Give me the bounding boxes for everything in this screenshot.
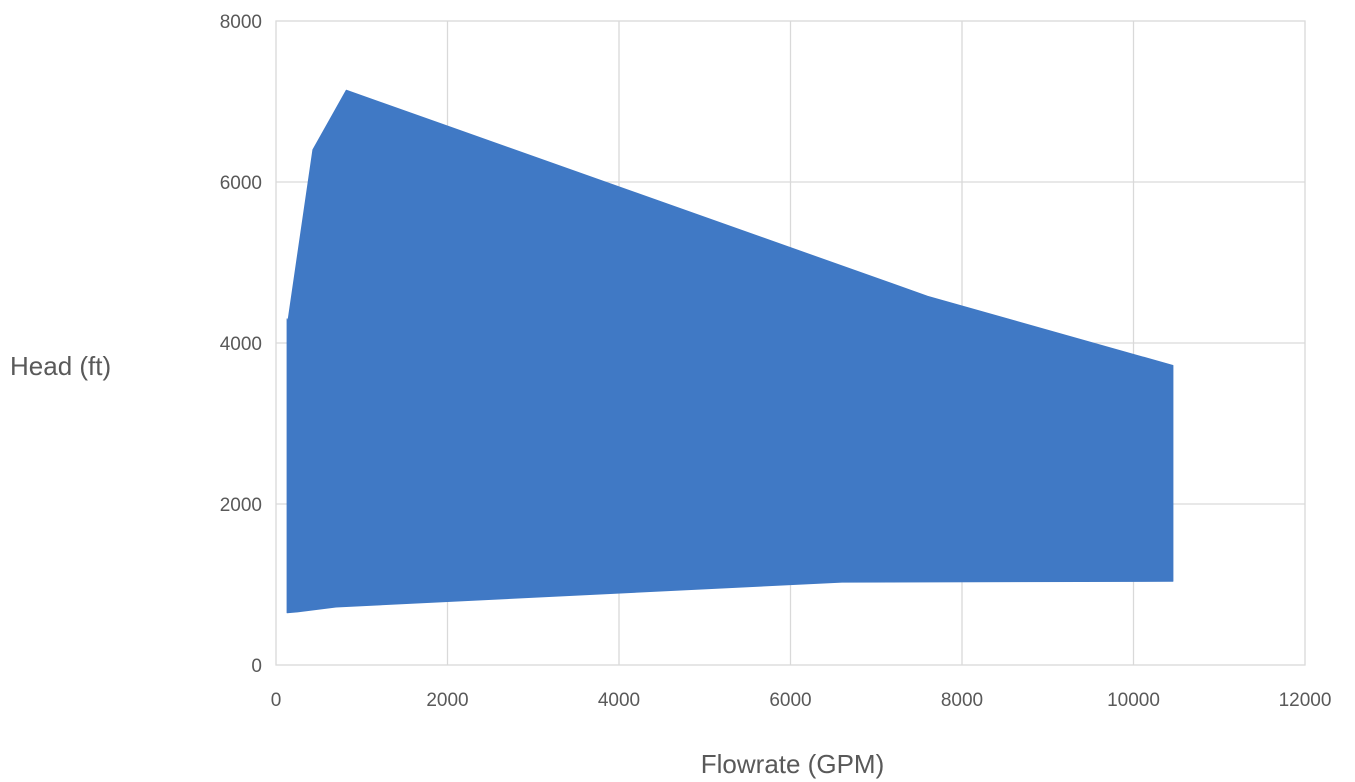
y-tick-label-3: 6000 [220, 173, 262, 194]
x-tick-label-1: 2000 [426, 690, 468, 711]
x-tick-label-3: 6000 [769, 690, 811, 711]
plot-area-border [275, 20, 1306, 666]
x-tick-label-5: 10000 [1107, 690, 1160, 711]
y-tick-label-0: 0 [251, 656, 262, 677]
series-area [286, 89, 1174, 614]
x-tick-labels: 0 2000 4000 6000 8000 10000 12000 [271, 690, 1332, 711]
x-tick-label-4: 8000 [941, 690, 983, 711]
y-axis-title: Head (ft) [10, 351, 111, 381]
x-tick-label-6: 12000 [1279, 690, 1332, 711]
operating-envelope-area-0 [286, 89, 1174, 614]
x-tick-label-0: 0 [271, 690, 282, 711]
y-tick-label-1: 2000 [220, 495, 262, 516]
x-axis-title: Flowrate (GPM) [701, 749, 884, 779]
y-tick-labels: 0 2000 4000 6000 8000 [220, 12, 262, 677]
x-tick-label-2: 4000 [598, 690, 640, 711]
y-tick-label-2: 4000 [220, 334, 262, 355]
y-tick-label-4: 8000 [220, 12, 262, 33]
